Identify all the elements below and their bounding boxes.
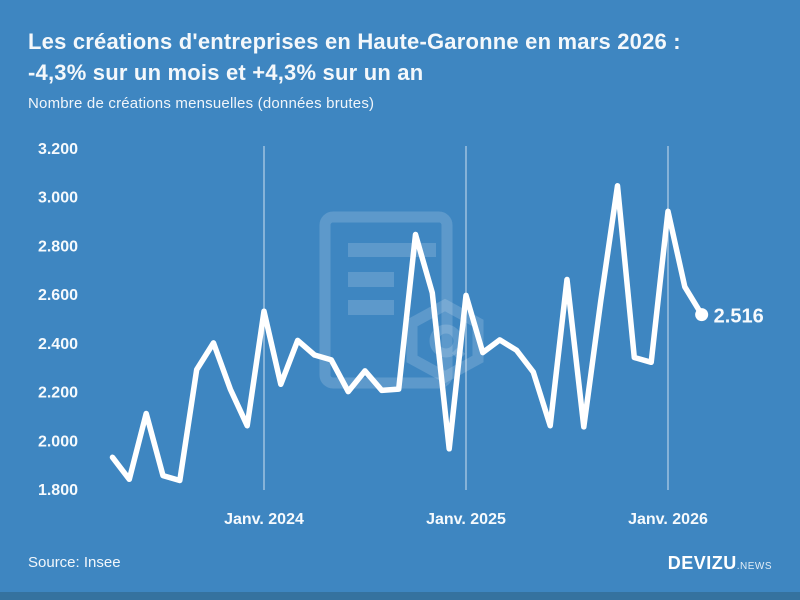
y-axis-labels: 3.200 3.000 2.800 2.600 2.400 2.200 2.000 1.800	[38, 141, 78, 499]
page-title: Les créations d'entreprises en Haute-Gar…	[28, 26, 788, 88]
chart-subtitle: Nombre de créations mensuelles (données …	[28, 95, 375, 112]
source-label: Source: Insee	[28, 554, 121, 571]
y-axis-tick-label: 2.400	[38, 336, 78, 353]
y-axis-tick-label: 2.600	[38, 287, 78, 304]
series-line	[109, 183, 705, 484]
brand-suffix: .NEWS	[736, 561, 772, 572]
y-axis-tick-label: 3.000	[38, 190, 78, 207]
y-axis-tick-label: 2.000	[38, 433, 78, 450]
y-axis-tick-label: 2.800	[38, 238, 78, 255]
x-axis-tick-label: Janv. 2024	[224, 511, 304, 528]
title-line-1: Les créations d'entreprises en Haute-Gar…	[28, 29, 681, 54]
y-axis-tick-label: 2.200	[38, 385, 78, 402]
last-value-label: 2.516	[714, 306, 764, 328]
brand-logo: DEVIZU.NEWS	[668, 553, 772, 574]
title-line-2: -4,3% sur un mois et +4,3% sur un an	[28, 60, 424, 85]
y-axis-tick-label: 3.200	[38, 141, 78, 158]
y-axis-tick-label: 1.800	[38, 482, 78, 499]
x-axis-labels: Janv. 2024 Janv. 2025 Janv. 2026	[224, 511, 708, 528]
last-point-marker	[695, 308, 709, 322]
x-axis-tick-label: Janv. 2025	[426, 511, 506, 528]
brand-name: DEVIZU	[667, 553, 737, 573]
x-axis-tick-label: Janv. 2026	[628, 511, 708, 528]
footer-accent-bar	[0, 592, 800, 600]
chart-header: Les créations d'entreprises en Haute-Gar…	[28, 26, 788, 112]
